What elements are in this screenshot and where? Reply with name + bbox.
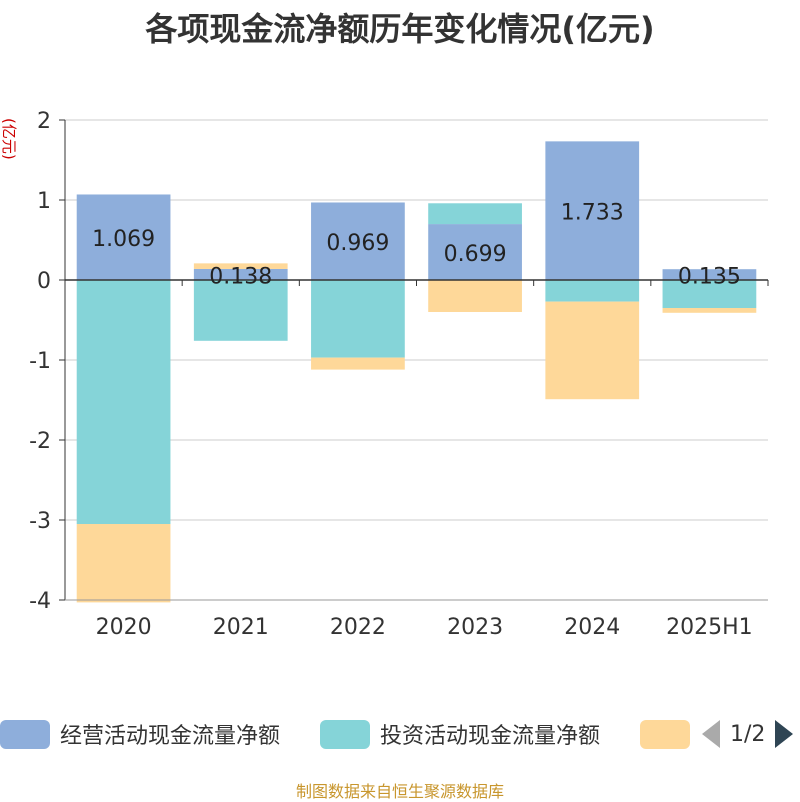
legend-swatch-financing bbox=[640, 719, 690, 749]
x-tick-label-2021: 2021 bbox=[213, 615, 269, 640]
chart-title: 各项现金流净额历年变化情况(亿元) bbox=[145, 10, 655, 48]
x-tick-label-2025H1: 2025H1 bbox=[666, 615, 753, 640]
y-tick-label--2: -2 bbox=[29, 429, 51, 454]
x-tick-label-2022: 2022 bbox=[330, 615, 386, 640]
legend-item-operating[interactable]: 经营活动现金流量净额 bbox=[0, 716, 280, 752]
bar-2022-series0 bbox=[311, 202, 405, 280]
y-tick-label--1: -1 bbox=[29, 349, 51, 374]
bar-2021-series1 bbox=[193, 280, 288, 341]
legend-label-operating: 经营活动现金流量净额 bbox=[60, 724, 281, 749]
legend-swatch-operating bbox=[0, 719, 50, 749]
legend-prev-arrow-icon[interactable] bbox=[702, 720, 720, 748]
bar-2023-series1 bbox=[428, 203, 522, 225]
y-tick-label--4: -4 bbox=[29, 589, 51, 614]
bar-2021-series0 bbox=[193, 268, 288, 280]
data-label-2020: 1.069 bbox=[92, 227, 155, 252]
legend-swatch-investing bbox=[320, 719, 370, 749]
bar-2022-series2 bbox=[311, 357, 405, 370]
bar-2023-series2 bbox=[428, 280, 522, 312]
x-tick-label-2020: 2020 bbox=[96, 615, 152, 640]
legend-label-investing: 投资活动现金流量净额 bbox=[380, 724, 601, 749]
bar-2020-series1 bbox=[76, 280, 171, 524]
bar-2020-series0 bbox=[76, 194, 171, 280]
legend: 经营活动现金流量净额 投资活动现金流量净额 1/2 bbox=[0, 716, 800, 752]
data-label-2025H1: 0.135 bbox=[678, 265, 741, 290]
stacked-bar-chart: 2 1 0 -1 -2 -3 -4 2020 2021 2022 2023 2024 2025H1 1.0… bbox=[29, 109, 769, 640]
legend-next-arrow-icon[interactable] bbox=[775, 720, 794, 748]
bar-2023-series0 bbox=[428, 224, 522, 280]
bar-2024-series1 bbox=[545, 280, 640, 302]
data-source-note: 制图数据来自恒生聚源数据库 bbox=[295, 782, 504, 801]
x-tick-label-2023: 2023 bbox=[447, 615, 503, 640]
y-tick-label-0: 0 bbox=[37, 269, 51, 294]
bar-2024-series0 bbox=[545, 141, 640, 280]
bar-2025H1-series1 bbox=[662, 280, 757, 308]
bar-2024-series2 bbox=[545, 301, 640, 400]
y-tick-label-1: 1 bbox=[37, 189, 51, 214]
data-label-2021: 0.138 bbox=[209, 264, 272, 289]
legend-item-investing[interactable]: 投资活动现金流量净额 bbox=[320, 716, 600, 752]
x-tick-label-2024: 2024 bbox=[564, 615, 620, 640]
legend-page-indicator: 1/2 bbox=[730, 721, 766, 747]
bar-2025H1-series2 bbox=[662, 308, 757, 313]
data-label-2024: 1.733 bbox=[561, 201, 624, 226]
legend-item-financing[interactable] bbox=[640, 716, 700, 752]
data-label-2023: 0.699 bbox=[444, 242, 507, 267]
data-label-2022: 0.969 bbox=[326, 231, 389, 256]
bar-2020-series2 bbox=[76, 524, 171, 603]
y-tick-label-2: 2 bbox=[37, 109, 51, 134]
legend-pager: 1/2 bbox=[702, 716, 794, 752]
bar-2022-series1 bbox=[311, 280, 405, 358]
bar-2025H1-series0 bbox=[662, 269, 757, 280]
y-tick-label--3: -3 bbox=[29, 509, 51, 534]
bar-2021-series2 bbox=[193, 263, 288, 269]
